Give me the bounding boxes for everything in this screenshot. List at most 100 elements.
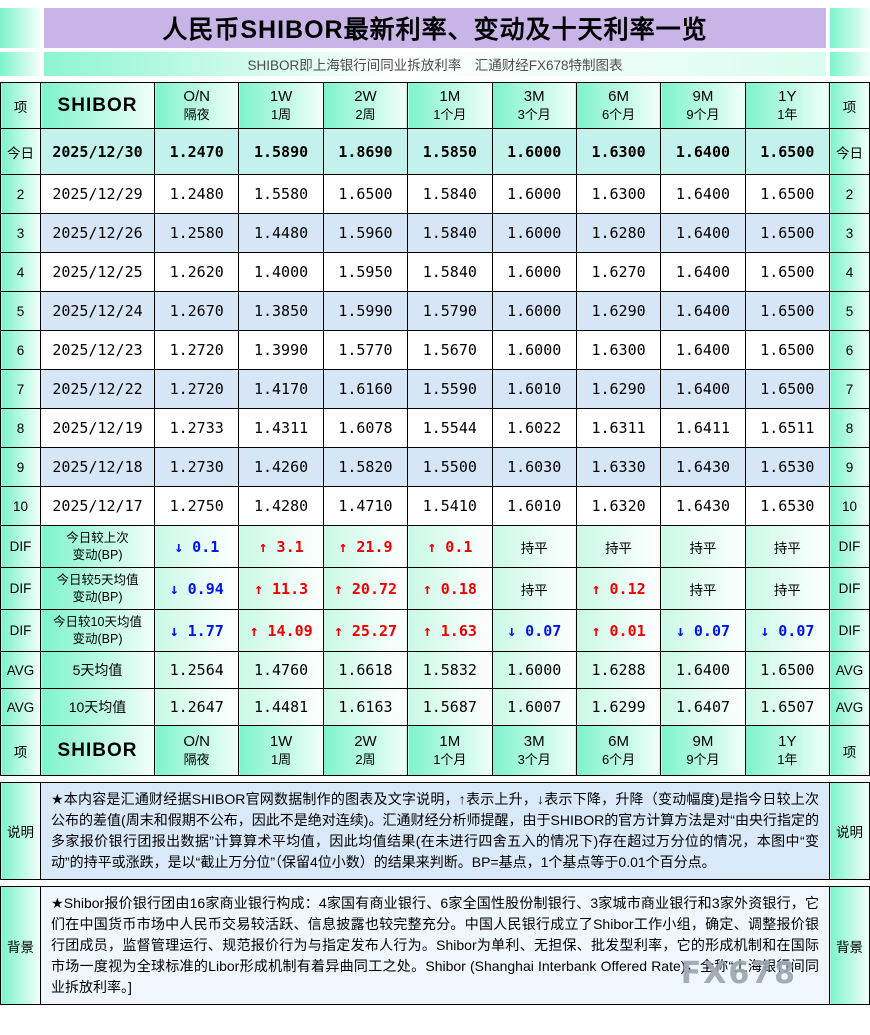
rate-cell: 1.6500	[744, 369, 831, 409]
rate-cell: 1.6000	[491, 252, 577, 292]
dif-label-line2: 变动(BP)	[72, 589, 123, 604]
tenor-name: 1个月	[433, 106, 467, 122]
shibor-infographic: 人民币SHIBOR最新利率、变动及十天利率一览 SHIBOR即上海银行间同业拆放…	[0, 8, 870, 1005]
dif-cell: 持平	[491, 525, 577, 568]
date-cell: 2025/12/30	[40, 128, 155, 175]
row-index-left: 2	[0, 174, 41, 214]
tenor-name: 9个月	[686, 751, 720, 767]
tenor-header-3m: 3M 3个月	[491, 725, 577, 776]
dif-cell: ↑ 14.09	[238, 609, 324, 652]
avg-cell: 1.6000	[491, 651, 577, 689]
dif-label-line1: 今日较10天均值	[53, 615, 142, 630]
tenor-name: 1周	[270, 751, 292, 767]
dif-cell: ↑ 11.3	[238, 567, 324, 610]
rate-cell: 1.6300	[575, 128, 662, 175]
dif-cell: ↑ 1.63	[407, 609, 493, 652]
tenor-name: 隔夜	[183, 106, 210, 122]
avg-label: 10天均值	[40, 688, 155, 726]
tenor-code: 2W	[354, 733, 377, 751]
tenor-name: 3个月	[517, 106, 551, 122]
rate-cell: 1.6330	[575, 447, 662, 487]
row-index-left: 8	[0, 408, 41, 448]
rate-cell: 1.6500	[744, 291, 831, 331]
tenor-code: 1Y	[778, 88, 797, 106]
rate-cell: 1.6022	[491, 408, 577, 448]
avg-cell: 1.6163	[322, 688, 409, 726]
rate-cell: 1.6530	[744, 486, 831, 526]
row-index-right: 4	[829, 252, 870, 292]
rate-cell: 1.5544	[407, 408, 493, 448]
rate-cell: 1.6280	[575, 213, 662, 253]
tenor-code: 1M	[439, 88, 461, 106]
tenor-header-2w: 2W 2周	[322, 82, 409, 129]
notes-side-label-left: 说明	[0, 782, 41, 880]
date-cell: 2025/12/19	[40, 408, 155, 448]
rate-cell: 1.2720	[153, 369, 240, 409]
rate-cell: 1.6430	[660, 486, 746, 526]
rate-cell: 1.6500	[744, 330, 831, 370]
rate-cell: 1.6511	[744, 408, 831, 448]
avg-row-5day: AVG 5天均值 1.2564 1.4760 1.6618 1.5832 1.6…	[0, 651, 870, 689]
date-cell: 2025/12/17	[40, 486, 155, 526]
dif-cell: ↓ 0.1	[153, 525, 240, 568]
tenor-header-9m: 9M 9个月	[660, 725, 746, 776]
rate-cell: 1.5840	[407, 174, 493, 214]
dif-cell: ↑ 0.1	[407, 525, 493, 568]
rate-cell: 1.6000	[491, 128, 577, 175]
rate-cell: 1.6030	[491, 447, 577, 487]
rate-cell: 1.2720	[153, 330, 240, 370]
rate-cell: 1.5770	[322, 330, 409, 370]
row-label-right: AVG	[829, 688, 870, 726]
tenor-name: 隔夜	[183, 751, 210, 767]
rate-cell: 1.6000	[491, 213, 577, 253]
subtitle-corner-right	[830, 52, 870, 76]
row-index-left: 今日	[0, 128, 41, 175]
tenor-name: 9个月	[686, 106, 720, 122]
rate-cell: 1.3850	[238, 291, 324, 331]
notes-text: ★本内容是汇通财经据SHIBOR官网数据制作的图表及文字说明，↑表示上升，↓表示…	[40, 782, 830, 880]
tenor-code: 9M	[692, 733, 714, 751]
table-row: 10 2025/12/17 1.2750 1.4280 1.4710 1.541…	[0, 486, 870, 526]
tenor-code: O/N	[183, 88, 211, 106]
rate-cell: 1.4170	[238, 369, 324, 409]
dif-row-vs-5day: DIF 今日较5天均值 变动(BP) ↓ 0.94 ↑ 11.3 ↑ 20.72 …	[0, 567, 870, 610]
rate-cell: 1.2730	[153, 447, 240, 487]
rate-cell: 1.5820	[322, 447, 409, 487]
dif-cell: ↑ 0.18	[407, 567, 493, 610]
row-label-left: DIF	[0, 525, 41, 568]
rate-cell: 1.5590	[407, 369, 493, 409]
background-row: 背景 ★Shibor报价银行团由16家商业银行构成：4家国有商业银行、6家全国性…	[0, 886, 870, 1005]
row-index-right: 3	[829, 213, 870, 253]
avg-cell: 1.6407	[660, 688, 746, 726]
tenor-name: 2周	[355, 751, 376, 767]
tenor-code: 1W	[269, 733, 293, 751]
rate-cell: 1.5990	[322, 291, 409, 331]
rate-cell: 1.5790	[407, 291, 493, 331]
row-index-right: 6	[829, 330, 870, 370]
page-title: 人民币SHIBOR最新利率、变动及十天利率一览	[44, 8, 826, 48]
tenor-name: 3个月	[517, 751, 551, 767]
dif-cell: ↓ 1.77	[153, 609, 240, 652]
subtitle-bar: SHIBOR即上海银行间同业拆放利率 汇通财经FX678特制图表	[0, 52, 870, 76]
rate-cell: 1.5410	[407, 486, 493, 526]
rate-cell: 1.4480	[238, 213, 324, 253]
row-label-left: AVG	[0, 688, 41, 726]
avg-cell: 1.6288	[575, 651, 662, 689]
tenor-name: 1个月	[433, 751, 467, 767]
row-index-left: 7	[0, 369, 41, 409]
dif-cell: ↑ 25.27	[322, 609, 409, 652]
tenor-header-2w: 2W 2周	[322, 725, 409, 776]
rate-cell: 1.6311	[575, 408, 662, 448]
avg-cell: 1.6400	[660, 651, 746, 689]
tenor-header-1w: 1W 1周	[238, 82, 324, 129]
rate-cell: 1.6270	[575, 252, 662, 292]
page-subtitle: SHIBOR即上海银行间同业拆放利率 汇通财经FX678特制图表	[44, 52, 826, 76]
tenor-header-1w: 1W 1周	[238, 725, 324, 776]
tenor-header-6m: 6M 6个月	[575, 725, 662, 776]
title-corner-right	[830, 8, 870, 48]
tenor-code: 3M	[523, 88, 545, 106]
rate-cell: 1.6010	[491, 369, 577, 409]
table-row: 8 2025/12/19 1.2733 1.4311 1.6078 1.5544…	[0, 408, 870, 448]
dif-label-line2: 变动(BP)	[72, 631, 123, 646]
rate-cell: 1.2750	[153, 486, 240, 526]
